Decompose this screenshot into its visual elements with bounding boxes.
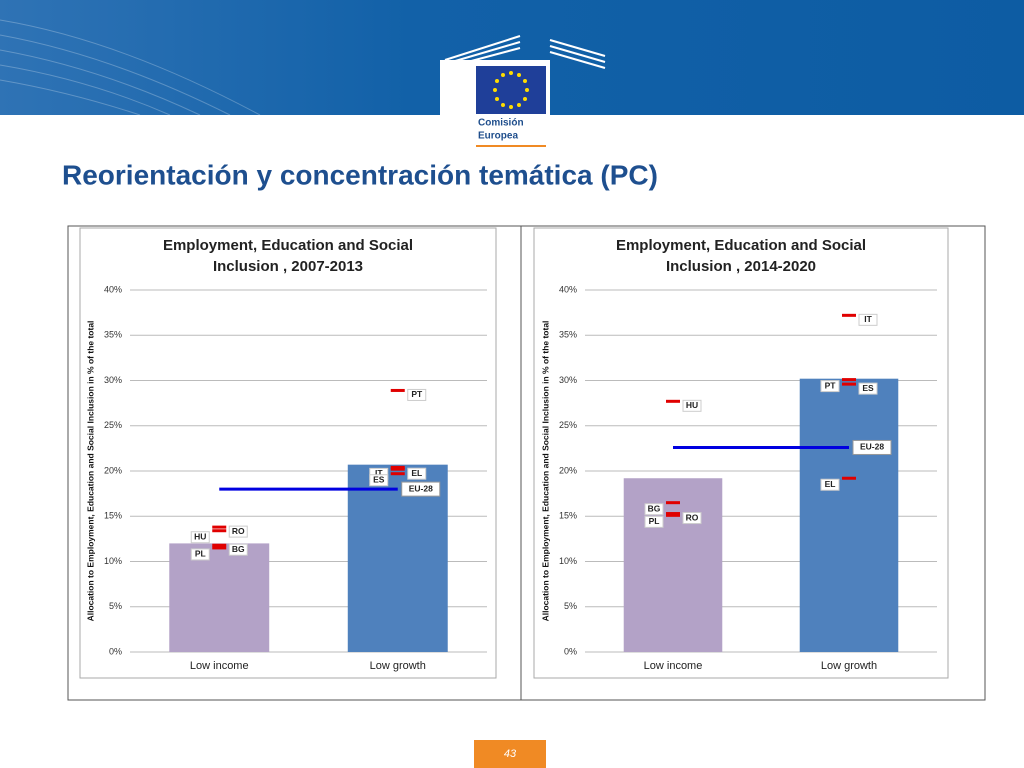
y-tick-label: 40% xyxy=(104,284,122,294)
page-number-box xyxy=(474,740,546,768)
marker-label: ES xyxy=(373,474,385,484)
marker-label-box xyxy=(820,380,840,393)
marker-label-box xyxy=(858,382,878,395)
reference-label-box xyxy=(401,481,441,497)
y-tick-label: 20% xyxy=(559,465,577,475)
chart-title: Inclusion , 2007-2013 xyxy=(213,258,363,275)
marker-label-box xyxy=(682,512,702,525)
marker-label: IT xyxy=(864,314,872,324)
y-tick-label: 5% xyxy=(564,601,577,611)
header-lines xyxy=(0,19,261,116)
y-tick-label: 35% xyxy=(104,330,122,340)
marker-label: IT xyxy=(375,468,383,478)
logo: Comisión Europea xyxy=(440,35,606,150)
y-axis-label: Allocation to Employment, Education and … xyxy=(85,321,95,622)
marker-label: PT xyxy=(411,389,423,399)
marker-label: ES xyxy=(862,383,874,393)
x-tick-label: Low growth xyxy=(370,660,426,672)
y-tick-label: 10% xyxy=(559,556,577,566)
y-tick-label: 25% xyxy=(104,420,122,430)
y-tick-label: 0% xyxy=(109,646,122,656)
chart-title: Employment, Education and Social xyxy=(163,237,413,254)
page-number: 43 xyxy=(504,748,517,760)
marker-label: PL xyxy=(649,516,660,526)
x-tick-label: Low growth xyxy=(821,660,877,672)
marker-label: RO xyxy=(232,526,245,536)
reference-label: EU-28 xyxy=(409,483,433,493)
y-tick-label: 10% xyxy=(104,556,122,566)
y-tick-label: 0% xyxy=(564,646,577,656)
logo-text: Europea xyxy=(478,131,518,142)
bar xyxy=(623,478,723,652)
marker-label: HU xyxy=(686,400,698,410)
marker-label-box xyxy=(644,503,664,516)
marker-label-box xyxy=(369,474,389,487)
y-axis-label: Allocation to Employment, Education and … xyxy=(540,321,550,622)
marker-label-box xyxy=(407,467,427,480)
y-tick-label: 30% xyxy=(559,375,577,385)
marker-label: EL xyxy=(825,479,836,489)
marker-label: BG xyxy=(232,544,245,554)
marker-label: HU xyxy=(194,531,206,541)
marker-label-box xyxy=(190,548,210,561)
marker-label-box xyxy=(228,525,248,538)
marker-label-box xyxy=(682,399,702,412)
y-tick-label: 15% xyxy=(559,511,577,521)
y-tick-label: 15% xyxy=(104,511,122,521)
bar xyxy=(799,378,899,652)
reference-label: EU-28 xyxy=(860,442,884,452)
slide-title: Reorientación y concentración temática (… xyxy=(62,159,658,190)
y-tick-label: 25% xyxy=(559,420,577,430)
marker-label-box xyxy=(820,478,840,491)
y-tick-label: 20% xyxy=(104,465,122,475)
marker-label-box xyxy=(644,515,664,528)
x-tick-label: Low income xyxy=(190,660,249,672)
bar xyxy=(169,543,270,652)
chart-title: Inclusion , 2014-2020 xyxy=(666,258,816,275)
marker-label: PL xyxy=(195,549,206,559)
reference-label-box xyxy=(852,439,892,455)
y-tick-label: 30% xyxy=(104,375,122,385)
marker-label: RO xyxy=(686,512,699,522)
y-tick-label: 35% xyxy=(559,330,577,340)
stars xyxy=(493,71,529,109)
marker-label: EL xyxy=(411,468,422,478)
marker-label-box xyxy=(228,543,248,556)
chart-title: Employment, Education and Social xyxy=(616,237,866,254)
y-tick-label: 5% xyxy=(109,601,122,611)
marker-label: PT xyxy=(825,380,837,390)
y-tick-label: 40% xyxy=(559,284,577,294)
marker-label: BG xyxy=(648,503,661,513)
marker-label-box xyxy=(858,313,878,326)
logo-text: Comisión xyxy=(478,118,524,129)
x-tick-label: Low income xyxy=(644,660,703,672)
marker-label-box xyxy=(190,531,210,544)
frame xyxy=(67,225,986,701)
marker-label-box xyxy=(407,388,427,401)
